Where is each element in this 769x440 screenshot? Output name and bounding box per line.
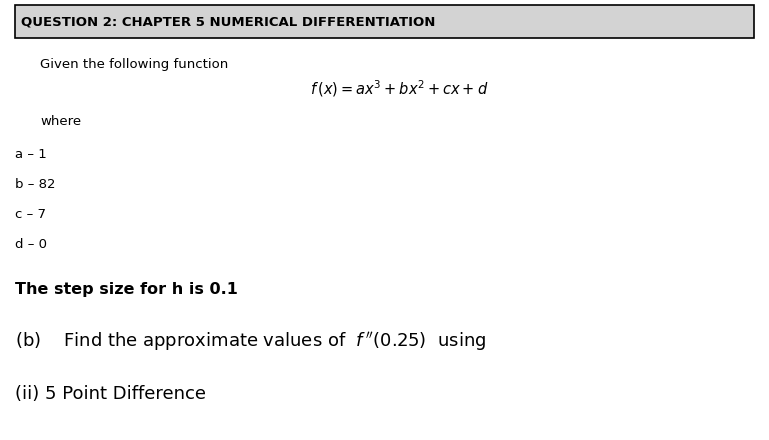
Text: Given the following function: Given the following function [40,58,228,71]
Text: QUESTION 2: CHAPTER 5 NUMERICAL DIFFERENTIATION: QUESTION 2: CHAPTER 5 NUMERICAL DIFFEREN… [21,15,435,28]
Text: d – 0: d – 0 [15,238,47,251]
Text: (b)    Find the approximate values of  $f\,''(0.25)$  using: (b) Find the approximate values of $f\,'… [15,330,486,353]
Text: c – 7: c – 7 [15,208,46,221]
Text: where: where [40,115,81,128]
Bar [15,5,754,38]
Text: (ii) 5 Point Difference: (ii) 5 Point Difference [15,385,206,403]
Text: a – 1: a – 1 [15,148,47,161]
Text: The step size for h is 0.1: The step size for h is 0.1 [15,282,238,297]
Text: $f\,(x)=ax^{3}+bx^{2}+cx+d$: $f\,(x)=ax^{3}+bx^{2}+cx+d$ [310,78,488,99]
Text: b – 82: b – 82 [15,178,55,191]
